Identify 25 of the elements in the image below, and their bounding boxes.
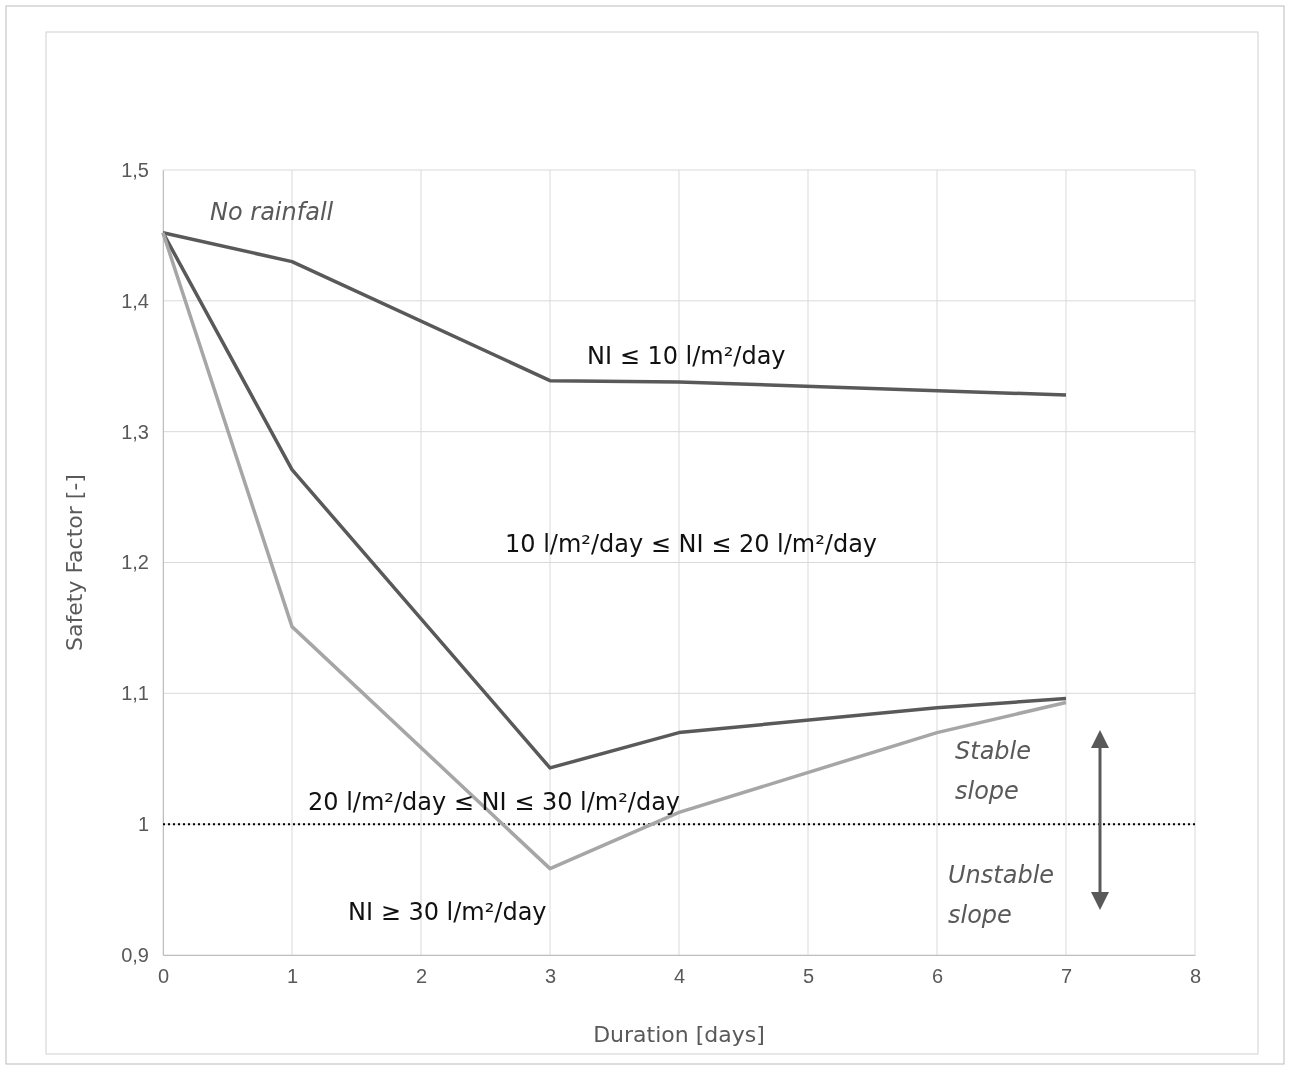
x-tick-label: 1: [286, 965, 299, 988]
x-tick-label: 8: [1189, 965, 1202, 988]
annotation: Stable slope: [955, 737, 1032, 805]
x-tick-label: 7: [1060, 965, 1073, 988]
x-tick-label: 0: [157, 965, 170, 988]
y-tick-label: 1,5: [121, 158, 149, 181]
y-tick-label: 1,4: [121, 289, 149, 312]
annotation: NI ≤ 10 l/m²/day: [587, 342, 786, 370]
annotation: No rainfall: [210, 198, 334, 226]
y-tick-label: 1,2: [121, 551, 149, 574]
annotation: Unstable slope: [948, 861, 1055, 929]
y-tick-label: 1,3: [121, 420, 149, 443]
x-tick-label: 3: [544, 965, 557, 988]
annotation: NI ≥ 30 l/m²/day: [348, 898, 547, 926]
x-tick-label: 2: [415, 965, 428, 988]
annotation: 10 l/m²/day ≤ NI ≤ 20 l/m²/day: [505, 530, 878, 558]
y-tick-label: 0,9: [121, 943, 149, 966]
y-tick-label: 1: [137, 813, 149, 836]
y-tick-label: 1,1: [121, 682, 149, 705]
x-tick-label: 6: [931, 965, 944, 988]
x-tick-label: 4: [673, 965, 686, 988]
x-axis-title: Duration [days]: [593, 1022, 765, 1047]
x-tick-label: 5: [802, 965, 815, 988]
y-axis-title: Safety Factor [-]: [62, 474, 87, 651]
annotation: 20 l/m²/day ≤ NI ≤ 30 l/m²/day: [308, 788, 681, 816]
